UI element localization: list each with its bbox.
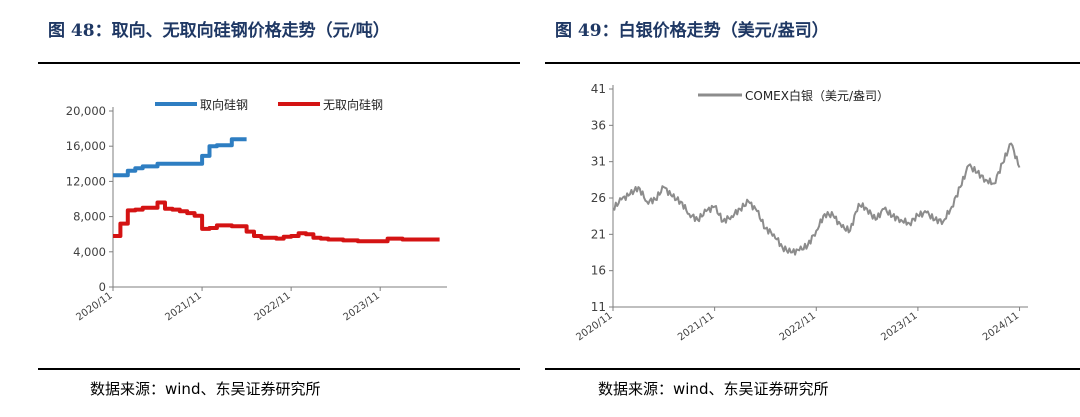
source-note: 数据来源：wind、东吴证券研究所 bbox=[90, 380, 321, 398]
y-tick-label: 16,000 bbox=[66, 139, 106, 153]
series-line-0 bbox=[113, 137, 247, 178]
x-tick-label: 2023/11 bbox=[879, 310, 919, 343]
top-rule bbox=[545, 62, 1080, 64]
bottom-rule bbox=[38, 368, 520, 370]
y-tick-label: 41 bbox=[591, 82, 606, 96]
x-tick-label: 2023/11 bbox=[342, 290, 382, 323]
y-tick-label: 8,000 bbox=[73, 210, 106, 224]
y-tick-label: 4,000 bbox=[73, 245, 106, 259]
top-rule bbox=[38, 62, 520, 64]
y-tick-label: 16 bbox=[591, 264, 606, 278]
figure-49: 图 49：白银价格走势（美元/盎司） 11 16 21 26 31 36 41 2020/11… bbox=[540, 0, 1080, 417]
figure-title: 图 49：白银价格走势（美元/盎司） bbox=[555, 21, 829, 41]
legend-label: COMEX白银（美元/盎司） bbox=[745, 88, 889, 103]
legend-label: 无取向硅钢 bbox=[323, 97, 383, 112]
chart-grain-oriented-silicon-steel: 0 4,000 8,000 12,000 16,000 20,000 2020/11 2021… bbox=[66, 97, 447, 323]
x-tick-label: 2024/11 bbox=[981, 310, 1021, 343]
source-note: 数据来源：wind、东吴证券研究所 bbox=[598, 380, 829, 398]
y-tick-label: 26 bbox=[591, 191, 606, 205]
y-tick-label: 36 bbox=[591, 118, 606, 132]
y-tick-label: 12,000 bbox=[66, 174, 106, 188]
y-tick-label: 21 bbox=[591, 227, 606, 241]
series-line-1 bbox=[113, 200, 440, 244]
y-tick-label: 0 bbox=[99, 280, 106, 294]
x-tick-label: 2020/11 bbox=[574, 310, 614, 343]
figure-title: 图 48：取向、无取向硅钢价格走势（元/吨） bbox=[48, 21, 390, 41]
y-tick-label: 20,000 bbox=[66, 104, 106, 118]
y-tick-label: 31 bbox=[591, 155, 606, 169]
series-line-0 bbox=[612, 142, 1021, 256]
x-tick-label: 2020/11 bbox=[74, 290, 114, 323]
bottom-rule bbox=[545, 368, 1080, 370]
x-tick-label: 2021/11 bbox=[163, 290, 203, 323]
figure-48: 图 48：取向、无取向硅钢价格走势（元/吨） 0 4,000 8,000 12,000… bbox=[38, 21, 520, 398]
x-tick-label: 2021/11 bbox=[676, 310, 716, 343]
x-tick-label: 2022/11 bbox=[253, 290, 293, 323]
y-tick-label: 11 bbox=[591, 300, 606, 314]
x-tick-label: 2022/11 bbox=[778, 310, 818, 343]
chart-silver-price: 11 16 21 26 31 36 41 2020/11 2021/11 2022/11 2023/… bbox=[574, 82, 1028, 343]
legend-label: 取向硅钢 bbox=[200, 97, 248, 112]
